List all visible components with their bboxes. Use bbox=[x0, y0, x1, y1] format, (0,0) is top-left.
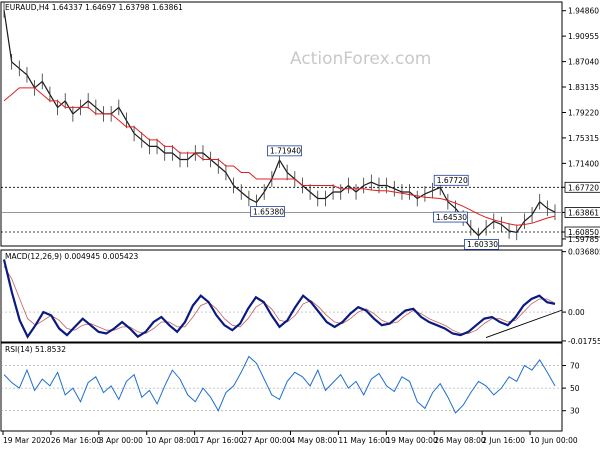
price-annotation-box bbox=[267, 145, 302, 157]
plot-layer: 1.94860 1.90955 1.87040 1.83135 1.79220 1.753… bbox=[1, 2, 600, 445]
price-annotation-box bbox=[433, 211, 468, 223]
price-tick-label: 1.83135 bbox=[568, 83, 599, 92]
price-moving-average-line bbox=[3, 87, 556, 226]
price-annotation-label: 1.60330 bbox=[467, 240, 498, 249]
x-tick-label: 27 Apr 00:00 bbox=[243, 436, 292, 445]
rsi-panel-title: RSI(14) 51.8532 bbox=[5, 345, 66, 354]
price-annotation-box bbox=[433, 174, 469, 186]
macd-signal-line bbox=[3, 265, 556, 334]
x-tick-label: 10 Jun 00:00 bbox=[530, 436, 578, 445]
macd-tick-label: -0.017553 bbox=[568, 337, 600, 346]
price-tick-label: 1.87040 bbox=[568, 58, 599, 67]
price-annotation-label: 1.64530 bbox=[436, 213, 467, 222]
rsi-tick-label: 70 bbox=[570, 362, 580, 371]
macd-panel-title: MACD(12,26,9) 0.004945 0.005423 bbox=[5, 252, 139, 261]
price-tick-label: 1.59785 bbox=[568, 235, 599, 244]
price-series-line bbox=[3, 9, 556, 237]
x-tick-label: 2 Jun 16:00 bbox=[482, 436, 525, 445]
x-tick-label: 26 May 08:00 bbox=[434, 436, 486, 445]
x-tick-label: 17 Apr 16:00 bbox=[195, 436, 244, 445]
price-tick-label: 1.75315 bbox=[568, 134, 599, 143]
price-annotation-box bbox=[250, 206, 285, 217]
panel-frame-0 bbox=[0, 1, 563, 247]
macd-tick-label: 0.036805 bbox=[568, 248, 600, 257]
price-annotation-label: 1.67720 bbox=[437, 176, 468, 185]
x-tick-label: 19 May 00:00 bbox=[386, 436, 438, 445]
panel-frame-2 bbox=[0, 342, 563, 432]
x-tick-label: 26 Mar 16:00 bbox=[51, 436, 101, 445]
watermark-text: ActionForex.com bbox=[290, 49, 431, 69]
price-annotation-box bbox=[464, 238, 499, 250]
price-annotation-label: 1.65380 bbox=[253, 207, 284, 216]
price-panel-title: EURAUD,H4 1.64337 1.64697 1.63798 1.6386… bbox=[5, 3, 183, 12]
x-tick-label: 19 Mar 2020 bbox=[3, 436, 51, 445]
rsi-line bbox=[3, 355, 556, 414]
macd-main-line bbox=[2, 259, 556, 339]
rsi-tick-label: 30 bbox=[570, 407, 580, 416]
macd-trendline bbox=[485, 309, 563, 338]
x-tick-label: 3 Apr 00:00 bbox=[99, 436, 143, 445]
price-tag-box bbox=[564, 181, 600, 193]
panel-frames bbox=[0, 1, 600, 435]
price-tick-label: 1.71400 bbox=[568, 159, 599, 168]
price-tick-label: 1.90955 bbox=[568, 32, 599, 41]
x-tick-label: 11 May 16:00 bbox=[338, 436, 390, 445]
price-tick-label: 1.63861 bbox=[568, 208, 599, 217]
price-annotation-label: 1.71940 bbox=[270, 147, 301, 156]
price-tag-box bbox=[564, 226, 600, 238]
price-tick-label: 1.60850 bbox=[568, 228, 599, 237]
panel-frame-1 bbox=[0, 249, 563, 343]
x-tick-label: 4 May 08:00 bbox=[290, 436, 337, 445]
price-tag-box bbox=[564, 207, 600, 218]
macd-tick-label: 0.00 bbox=[568, 308, 585, 317]
price-tick-label: 1.94860 bbox=[568, 7, 599, 16]
price-tick-label: 1.67720 bbox=[568, 183, 599, 192]
rsi-tick-label: 50 bbox=[570, 384, 580, 393]
price-tick-label: 1.79220 bbox=[568, 108, 599, 117]
x-tick-label: 10 Apr 08:00 bbox=[147, 436, 196, 445]
